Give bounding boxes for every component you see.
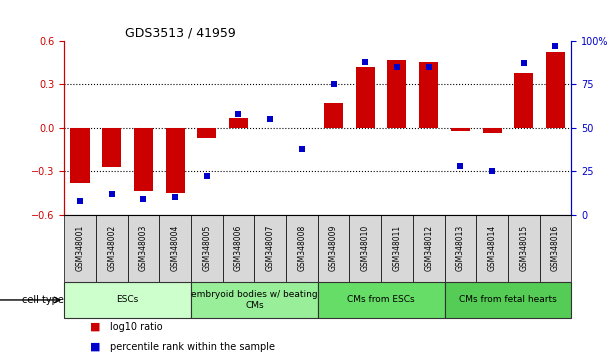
Point <box>455 163 465 169</box>
Text: ESCs: ESCs <box>117 296 139 304</box>
Text: embryoid bodies w/ beating
CMs: embryoid bodies w/ beating CMs <box>191 290 318 310</box>
Text: GSM348004: GSM348004 <box>170 225 180 272</box>
Point <box>329 81 338 87</box>
Text: GSM348015: GSM348015 <box>519 225 529 272</box>
Text: GSM348002: GSM348002 <box>107 225 116 272</box>
Text: ■: ■ <box>90 322 100 332</box>
Bar <box>413 215 445 282</box>
Bar <box>197 128 216 138</box>
Bar <box>451 128 470 131</box>
Bar <box>324 103 343 128</box>
Bar <box>128 215 159 282</box>
Text: log10 ratio: log10 ratio <box>110 322 163 332</box>
Text: GSM348014: GSM348014 <box>488 225 497 272</box>
Text: ■: ■ <box>90 342 100 352</box>
Bar <box>64 215 96 282</box>
Text: cell type: cell type <box>22 295 64 305</box>
Bar <box>476 215 508 282</box>
Point <box>360 59 370 64</box>
Bar <box>254 215 286 282</box>
Bar <box>318 282 445 318</box>
Bar <box>70 128 89 183</box>
Bar <box>508 215 540 282</box>
Point <box>202 173 211 179</box>
Point <box>551 43 560 49</box>
Text: GSM348003: GSM348003 <box>139 225 148 272</box>
Bar <box>540 215 571 282</box>
Bar <box>166 128 185 193</box>
Bar <box>546 52 565 128</box>
Bar <box>134 128 153 192</box>
Point <box>170 194 180 200</box>
Point <box>487 168 497 174</box>
Bar <box>191 282 318 318</box>
Text: GSM348013: GSM348013 <box>456 225 465 272</box>
Text: GSM348010: GSM348010 <box>360 225 370 272</box>
Bar <box>349 215 381 282</box>
Point <box>519 61 529 66</box>
Bar <box>102 128 121 167</box>
Bar <box>387 59 406 128</box>
Point <box>107 191 117 196</box>
Point <box>424 64 434 70</box>
Point <box>265 116 275 122</box>
Bar <box>483 128 502 133</box>
Bar <box>445 282 571 318</box>
Bar <box>222 215 254 282</box>
Bar <box>64 282 191 318</box>
Bar <box>96 215 128 282</box>
Text: percentile rank within the sample: percentile rank within the sample <box>110 342 275 352</box>
Bar <box>419 62 438 128</box>
Point <box>297 146 307 152</box>
Text: GSM348006: GSM348006 <box>234 225 243 272</box>
Point <box>139 196 148 202</box>
Bar <box>381 215 413 282</box>
Text: CMs from ESCs: CMs from ESCs <box>347 296 415 304</box>
Point <box>392 64 402 70</box>
Bar <box>445 215 476 282</box>
Bar <box>229 118 248 128</box>
Text: GSM348005: GSM348005 <box>202 225 211 272</box>
Bar <box>318 215 349 282</box>
Text: GSM348016: GSM348016 <box>551 225 560 272</box>
Bar <box>191 215 222 282</box>
Bar <box>514 73 533 128</box>
Text: GDS3513 / 41959: GDS3513 / 41959 <box>125 27 236 40</box>
Text: GSM348007: GSM348007 <box>266 225 275 272</box>
Point <box>75 198 85 204</box>
Text: GSM348011: GSM348011 <box>392 225 401 271</box>
Text: GSM348008: GSM348008 <box>298 225 306 272</box>
Text: CMs from fetal hearts: CMs from fetal hearts <box>459 296 557 304</box>
Bar <box>286 215 318 282</box>
Text: GSM348001: GSM348001 <box>76 225 84 272</box>
Bar <box>159 215 191 282</box>
Bar <box>356 67 375 128</box>
Text: GSM348009: GSM348009 <box>329 225 338 272</box>
Point <box>233 111 243 116</box>
Text: GSM348012: GSM348012 <box>424 225 433 271</box>
